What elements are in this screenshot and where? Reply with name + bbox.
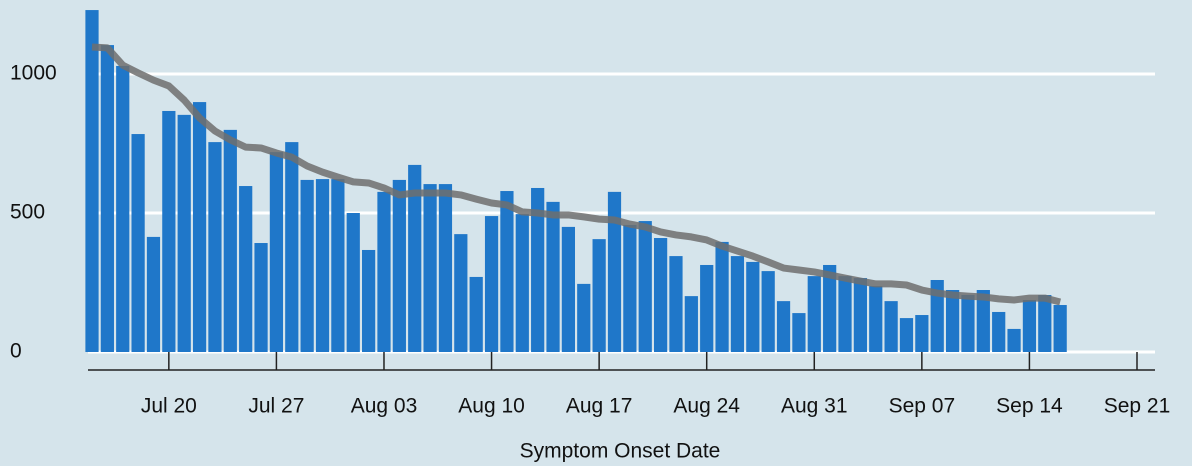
bar <box>623 224 637 352</box>
bar <box>945 290 960 352</box>
bar <box>1038 295 1052 352</box>
bar <box>254 243 268 352</box>
bar <box>1053 305 1067 352</box>
bar <box>192 102 207 352</box>
bar <box>730 256 745 352</box>
bar <box>408 164 422 352</box>
bar <box>976 290 990 352</box>
bar <box>315 179 330 352</box>
bar <box>85 10 99 353</box>
bar <box>776 301 791 352</box>
bar <box>838 276 852 352</box>
bar <box>992 311 1006 352</box>
x-tick-label: Aug 17 <box>566 395 633 418</box>
y-tick-label: 1000 <box>10 62 57 85</box>
bar <box>700 264 714 352</box>
bar <box>438 184 453 352</box>
bar <box>346 213 360 352</box>
bar <box>1022 300 1037 352</box>
bar <box>684 296 698 352</box>
bar <box>515 214 529 352</box>
x-tick-label: Jul 27 <box>248 395 304 418</box>
bar <box>669 256 683 352</box>
bar <box>484 216 499 352</box>
bar <box>269 152 284 352</box>
bar <box>208 142 222 352</box>
bar <box>531 187 545 352</box>
bar <box>177 114 191 352</box>
bar <box>546 201 560 352</box>
bar <box>577 283 591 352</box>
x-axis-title: Symptom Onset Date <box>520 440 721 463</box>
bar <box>500 191 514 352</box>
bar <box>116 65 130 353</box>
bar <box>607 191 622 352</box>
bar <box>715 241 729 352</box>
x-tick-label: Aug 03 <box>351 395 418 418</box>
bar <box>853 278 867 352</box>
bar <box>131 134 145 352</box>
x-tick-label: Sep 14 <box>996 395 1063 418</box>
bar <box>392 179 406 352</box>
bar <box>469 276 483 352</box>
bar <box>869 286 883 352</box>
bar <box>146 236 161 352</box>
bar <box>423 184 437 352</box>
bar <box>561 226 576 352</box>
x-tick-label: Aug 24 <box>673 395 740 418</box>
x-tick-label: Aug 10 <box>458 395 525 418</box>
bar <box>746 261 760 352</box>
x-tick-label: Sep 07 <box>889 395 956 418</box>
bar <box>377 191 391 352</box>
y-tick-label: 500 <box>10 201 45 224</box>
bar <box>823 264 837 352</box>
bar <box>454 234 468 352</box>
bar <box>331 179 345 352</box>
bar <box>285 142 299 352</box>
bar <box>930 279 944 352</box>
x-tick-label: Sep 21 <box>1104 395 1171 418</box>
bar <box>915 315 929 352</box>
x-tick-label: Jul 20 <box>141 395 197 418</box>
bar <box>792 313 806 352</box>
bar <box>223 129 237 352</box>
bar <box>239 186 253 352</box>
bar <box>592 239 606 352</box>
bar <box>899 318 914 352</box>
bar <box>961 295 975 352</box>
bar <box>1007 328 1021 352</box>
bar <box>362 249 376 352</box>
bar <box>807 276 821 352</box>
bar <box>100 45 114 352</box>
bar <box>638 221 652 352</box>
bar <box>884 301 898 352</box>
moving-average-line <box>91 43 1062 306</box>
bar <box>300 179 314 352</box>
bar <box>761 271 775 352</box>
y-tick-label: 0 <box>10 340 22 363</box>
bar <box>653 238 668 352</box>
x-tick-label: Aug 31 <box>781 395 848 418</box>
bar <box>162 110 176 352</box>
